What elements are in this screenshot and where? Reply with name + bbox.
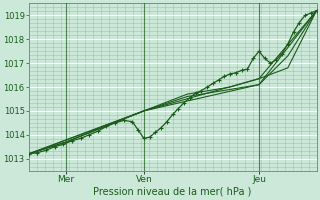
X-axis label: Pression niveau de la mer( hPa ): Pression niveau de la mer( hPa ) xyxy=(93,187,252,197)
